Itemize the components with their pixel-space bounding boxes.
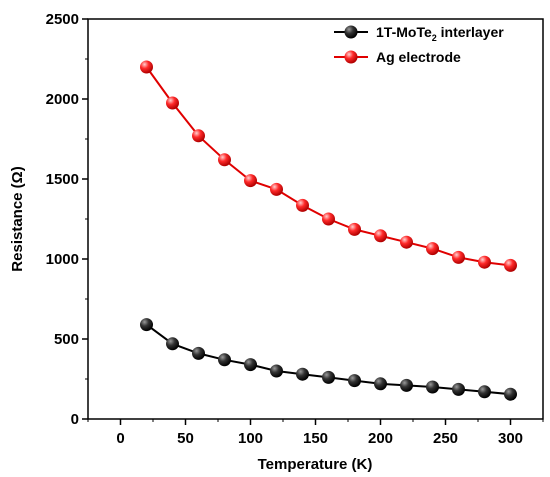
x-tick-label: 250	[433, 430, 458, 447]
y-tick-label: 0	[71, 411, 79, 428]
x-tick-label: 300	[498, 430, 523, 447]
x-tick-label: 50	[177, 430, 194, 447]
data-point-ag-electrode	[192, 129, 205, 143]
legend-marker-1t-mote2	[344, 25, 358, 39]
x-tick-label: 200	[368, 430, 393, 447]
data-point-ag-electrode	[426, 242, 439, 256]
data-point-ag-electrode	[348, 222, 361, 236]
data-point-1t-mote2	[374, 377, 387, 391]
legend-label-ag-electrode: Ag electrode	[376, 49, 461, 65]
data-point-1t-mote2	[296, 367, 309, 381]
data-point-ag-electrode	[270, 182, 283, 196]
series-layer	[140, 60, 517, 401]
data-point-1t-mote2	[400, 378, 413, 392]
x-tick-label: 0	[116, 430, 124, 447]
y-tick-label: 2500	[46, 11, 79, 28]
y-tick-label: 1500	[46, 171, 79, 188]
data-point-ag-electrode	[322, 212, 335, 226]
data-point-1t-mote2	[348, 374, 361, 388]
data-point-1t-mote2	[244, 358, 257, 372]
data-point-ag-electrode	[218, 153, 231, 167]
y-axis-ticks: 0 500 1000 1500 2000 2500	[46, 11, 88, 428]
data-point-1t-mote2	[140, 318, 153, 332]
legend-label-1t-mote2: 1T-MoTe2 interlayer	[376, 24, 504, 43]
x-axis-title: Temperature (K)	[258, 456, 373, 473]
legend-entry-1t-mote2: 1T-MoTe2 interlayer	[334, 24, 504, 43]
data-point-1t-mote2	[426, 380, 439, 394]
data-point-1t-mote2	[270, 364, 283, 378]
y-tick-label: 500	[54, 331, 79, 348]
y-tick-label: 2000	[46, 91, 79, 108]
x-tick-label: 100	[238, 430, 263, 447]
series-line-ag-electrode	[145, 66, 511, 267]
data-point-ag-electrode	[452, 250, 465, 264]
data-point-1t-mote2	[166, 337, 179, 351]
y-tick-label: 1000	[46, 251, 79, 268]
x-axis-ticks: 0 50 100 150 200 250 300	[87, 419, 544, 447]
legend: 1T-MoTe2 interlayer Ag electrode	[334, 24, 504, 65]
data-point-1t-mote2	[192, 346, 205, 360]
data-point-ag-electrode	[504, 258, 517, 272]
data-point-ag-electrode	[296, 198, 309, 212]
data-point-ag-electrode	[140, 60, 153, 74]
data-point-1t-mote2	[322, 370, 335, 384]
data-point-1t-mote2	[218, 353, 231, 367]
data-point-1t-mote2	[478, 385, 491, 399]
x-tick-label: 150	[303, 430, 328, 447]
data-point-ag-electrode	[374, 229, 387, 243]
legend-entry-ag-electrode: Ag electrode	[334, 49, 461, 65]
data-point-1t-mote2	[504, 387, 517, 401]
data-point-ag-electrode	[166, 96, 179, 110]
data-point-ag-electrode	[400, 235, 413, 249]
y-axis-title: Resistance (Ω)	[9, 166, 26, 271]
data-point-ag-electrode	[478, 255, 491, 269]
data-point-1t-mote2	[452, 382, 465, 396]
data-point-ag-electrode	[244, 174, 257, 188]
legend-marker-ag-electrode	[344, 50, 358, 64]
